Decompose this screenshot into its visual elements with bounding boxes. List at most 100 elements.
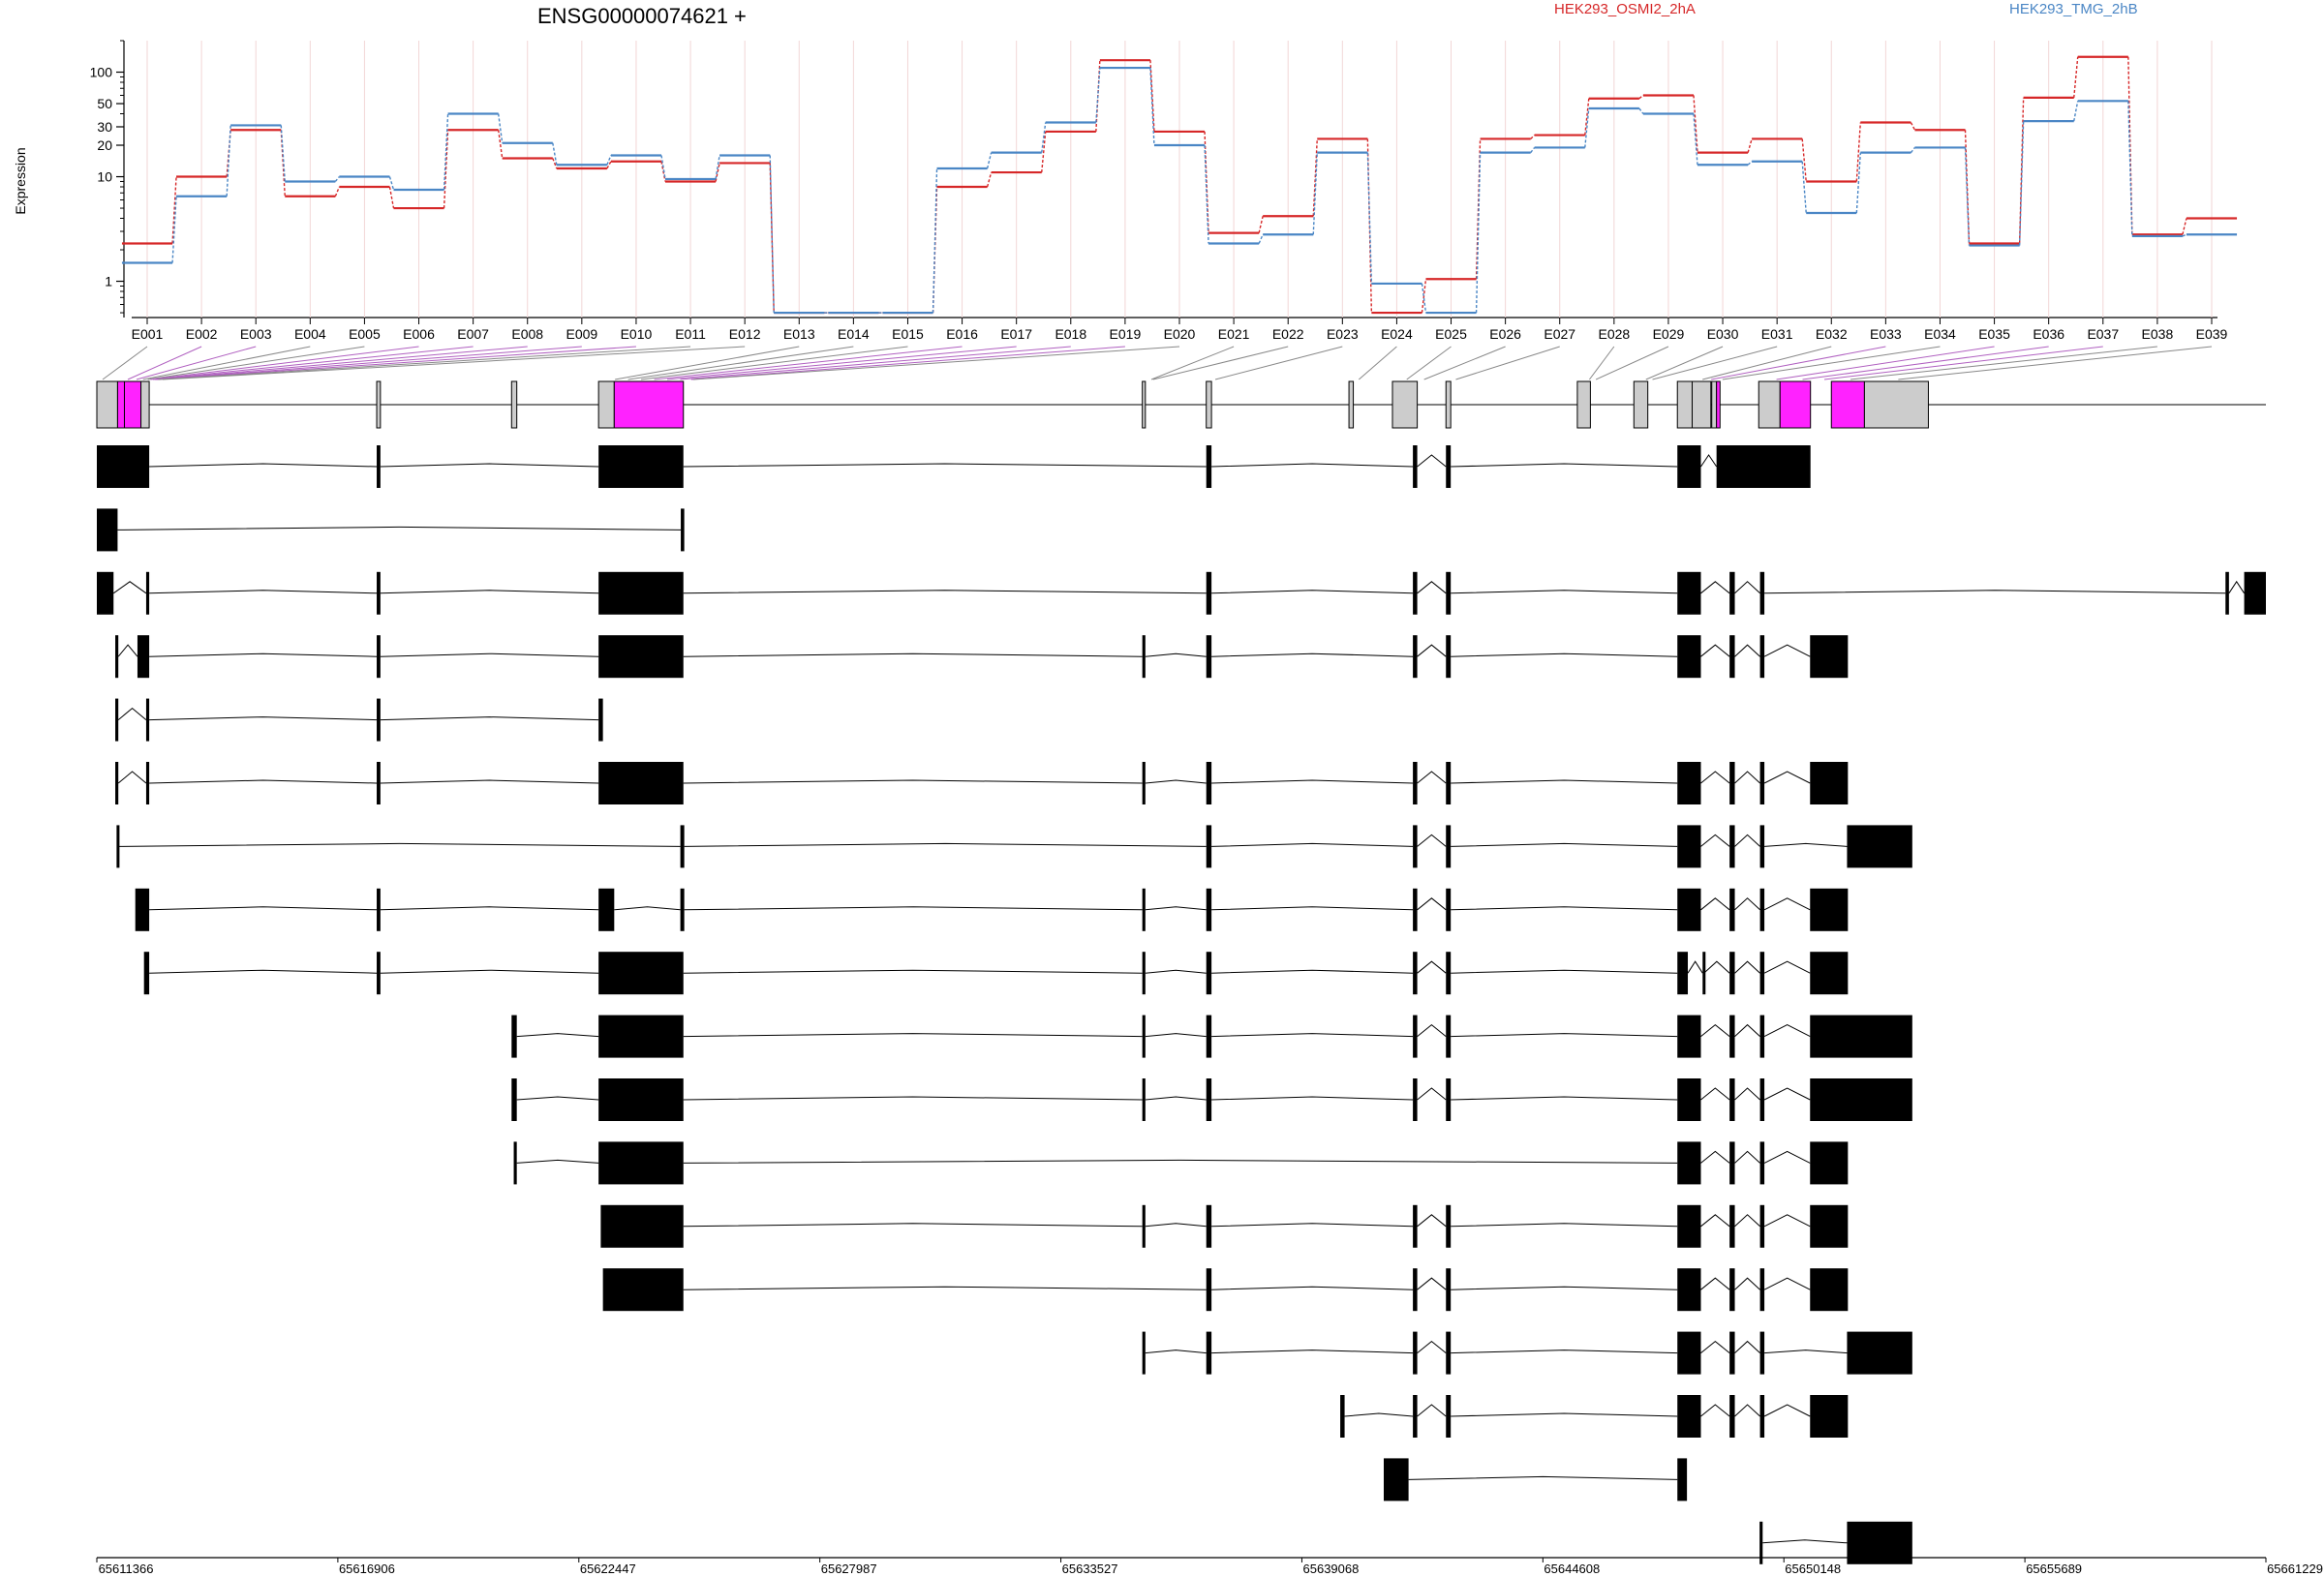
intron-line xyxy=(1451,652,1678,657)
exon-block xyxy=(1413,445,1418,488)
intron-line xyxy=(1734,1404,1760,1417)
exon-block xyxy=(1142,1078,1146,1121)
collapsed-exon xyxy=(1758,380,1781,429)
exon-block xyxy=(1759,1395,1765,1438)
series-osmi2-connector xyxy=(1855,122,1862,182)
series-tmg-connector xyxy=(2182,233,2187,237)
intron-line xyxy=(516,1096,599,1101)
exon-block xyxy=(598,1015,684,1058)
intron-line xyxy=(380,463,599,468)
exon-block xyxy=(1759,1331,1765,1375)
series-tmg-connector xyxy=(606,155,612,166)
intron-line xyxy=(683,1096,1143,1101)
exon-connector xyxy=(1150,346,1235,380)
intron-line xyxy=(380,716,599,721)
exon-connector xyxy=(1406,346,1452,380)
y-tick-label: 50 xyxy=(97,96,112,111)
intron-line xyxy=(1700,1150,1730,1164)
exon-block xyxy=(1716,445,1811,488)
x-tick-label: E035 xyxy=(1978,326,2010,342)
intron-line xyxy=(1451,842,1678,847)
genomic-tick-label: 65611366 xyxy=(99,1562,154,1576)
intron-line xyxy=(1700,644,1730,657)
intron-line xyxy=(1417,454,1447,468)
intron-line xyxy=(1417,771,1447,784)
intron-line xyxy=(683,463,1207,468)
intron-line xyxy=(118,842,681,847)
exon-connector xyxy=(692,346,1180,380)
series-tmg-connector xyxy=(660,155,666,180)
exon-connectors xyxy=(102,346,2213,380)
x-tick-label: E009 xyxy=(566,326,597,342)
x-tick-label: E019 xyxy=(1110,326,1142,342)
exon-connector xyxy=(690,346,1125,380)
intron-line xyxy=(1211,842,1414,847)
exon-block xyxy=(1759,635,1765,679)
series-tmg-connector xyxy=(2073,101,2079,122)
exon-connector xyxy=(147,346,365,380)
series-tmg-connector xyxy=(1149,68,1155,146)
intron-line xyxy=(1417,897,1447,911)
exon-block xyxy=(1446,1204,1452,1248)
exon-block xyxy=(1142,1204,1146,1248)
x-tick-label: E011 xyxy=(675,326,706,342)
exon-block xyxy=(1729,762,1735,804)
exon-block xyxy=(1677,952,1689,995)
exon-connector xyxy=(1214,346,1343,380)
exon-block xyxy=(598,571,684,615)
exon-connector xyxy=(142,346,311,380)
exon-block xyxy=(97,445,150,488)
exon-block xyxy=(1677,1078,1701,1121)
intron-line xyxy=(1451,1223,1678,1228)
series-osmi2-connector xyxy=(1964,130,1971,244)
series-osmi2-connector xyxy=(1584,98,1590,136)
exon-block xyxy=(1810,1268,1849,1312)
x-tick-label: E029 xyxy=(1653,326,1685,342)
transcript-row xyxy=(1142,1331,1912,1375)
exon-block xyxy=(1142,1015,1146,1058)
series-tmg-connector xyxy=(1910,146,1915,154)
x-tick-label: E012 xyxy=(729,326,761,342)
intron-line xyxy=(1417,1404,1447,1417)
exon-block xyxy=(377,888,381,931)
intron-line xyxy=(1734,1214,1760,1228)
genomic-tick-label: 65616906 xyxy=(339,1562,395,1576)
intron-line xyxy=(1763,1277,1811,1290)
intron-line xyxy=(1734,1023,1760,1037)
intron-line xyxy=(1734,1340,1760,1353)
intron-line xyxy=(1417,1087,1447,1101)
exon-block xyxy=(115,635,119,679)
transcript-row xyxy=(97,445,1811,488)
collapsed-exon xyxy=(116,380,125,429)
exon-block xyxy=(377,571,381,615)
intron-line xyxy=(1763,1404,1811,1417)
intron-line xyxy=(1451,969,1678,974)
y-tick-label: 100 xyxy=(90,65,113,80)
genomic-tick-label: 65622447 xyxy=(580,1562,636,1576)
exon-block xyxy=(1446,888,1452,931)
exon-block xyxy=(1142,635,1146,679)
x-tick-label: E033 xyxy=(1870,326,1902,342)
series-osmi2-connector xyxy=(1747,138,1753,153)
exon-block xyxy=(1206,888,1212,931)
exon-block xyxy=(1340,1395,1345,1438)
exon-block xyxy=(1206,571,1212,615)
exon-block xyxy=(1413,1268,1418,1312)
intron-line xyxy=(1211,906,1414,911)
intron-line xyxy=(1734,644,1760,657)
series-osmi2-connector xyxy=(552,158,558,169)
intron-line xyxy=(1700,581,1730,594)
intron-line xyxy=(2228,580,2246,594)
exon-connector xyxy=(1358,346,1397,380)
x-tick-label: E021 xyxy=(1218,326,1250,342)
exon-connector xyxy=(627,346,854,380)
intron-line xyxy=(684,906,1143,911)
x-tick-label: E006 xyxy=(403,326,435,342)
intron-line xyxy=(1764,842,1848,847)
intron-line xyxy=(1145,1223,1207,1228)
exon-block xyxy=(1206,762,1212,804)
exon-block xyxy=(1729,825,1735,868)
x-tick-label: E004 xyxy=(294,326,326,342)
intron-line xyxy=(1145,1096,1207,1101)
intron-line xyxy=(516,1033,599,1038)
